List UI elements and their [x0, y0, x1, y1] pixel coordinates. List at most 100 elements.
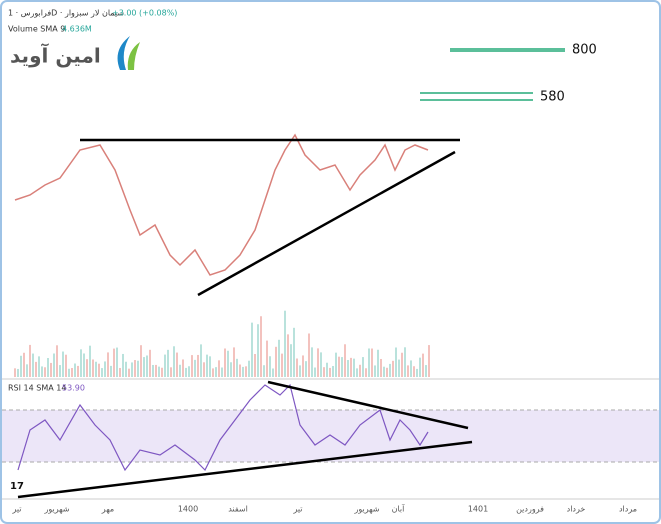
volume-bar [29, 344, 31, 377]
volume-bar [386, 367, 388, 377]
volume-bar [23, 352, 25, 377]
volume-bar [185, 367, 187, 377]
volume-bar [257, 324, 259, 377]
volume-bar [344, 344, 346, 377]
volume-bar [170, 367, 172, 377]
volume-bar [113, 348, 115, 377]
volume-bar [248, 360, 250, 377]
volume-bar [209, 356, 211, 377]
volume-bar [203, 362, 205, 377]
volume-bar [62, 351, 64, 377]
volume-bar [359, 364, 361, 377]
volume-bar [32, 353, 34, 377]
volume-bar [260, 316, 262, 377]
change: +3.00 (+0.08%) [112, 9, 177, 18]
volume-bar [296, 358, 298, 377]
volume-bar [347, 360, 349, 377]
volume-bar [77, 365, 79, 377]
volume-bar [200, 344, 202, 377]
volume-bar [389, 363, 391, 377]
volume-bar [410, 360, 412, 377]
volume-bar [158, 366, 160, 377]
volume-bar [134, 360, 136, 377]
rsi-label: RSI 14 SMA 14 [8, 384, 66, 393]
volume-bar [254, 354, 256, 377]
volume-bar [338, 356, 340, 377]
volume-bar [44, 367, 46, 377]
volume-bar [377, 349, 379, 377]
volume-bar [92, 359, 94, 377]
volume-bar [191, 355, 193, 377]
volume-bar [83, 353, 85, 377]
volume-bar [221, 367, 223, 377]
volume-bar [74, 363, 76, 377]
volume-bar [86, 359, 88, 377]
volume-bar [116, 347, 118, 377]
price-line [14, 133, 429, 276]
trendline [17, 440, 473, 499]
volume-bar [401, 352, 403, 377]
volume-bar [422, 353, 424, 377]
volume-bar [59, 365, 61, 377]
volume-bar [299, 365, 301, 377]
volume-bar [89, 345, 91, 377]
x-tick-label: 1401 [468, 505, 488, 514]
x-tick-label: آبان [392, 504, 406, 514]
volume-bar [266, 340, 268, 377]
volume-bar [350, 357, 352, 377]
volume-bar [380, 358, 382, 377]
volume-bar [413, 366, 415, 377]
volume-bar [428, 345, 430, 377]
volume-bar [290, 344, 292, 377]
x-tick-label: خرداد [567, 505, 586, 514]
volume-label: Volume SMA 9 [8, 25, 65, 34]
volume-bar [395, 347, 397, 377]
volume-bar [353, 358, 355, 377]
volume-bar [239, 364, 241, 377]
header: فرابورس · 1D · سیمان لار سبزوار +3.00 (+… [8, 9, 177, 34]
volume-bar [197, 354, 199, 377]
volume-bar [152, 364, 154, 377]
volume-bar [233, 347, 235, 377]
volume-bar [20, 355, 22, 377]
volume-bar [281, 353, 283, 377]
volume-bar [26, 364, 28, 377]
volume-bar [71, 368, 73, 377]
volume-bar [56, 345, 58, 377]
volume-bar [68, 368, 70, 377]
x-tick-label: مهر [101, 505, 114, 514]
x-tick-label: شهریور [353, 505, 379, 514]
volume-bar [137, 360, 139, 377]
x-tick-label: تیر [292, 505, 302, 514]
volume-bar [416, 368, 418, 377]
volume-bar [53, 353, 55, 377]
volume-bar [425, 365, 427, 377]
volume-bar [41, 366, 43, 377]
volume-bar [128, 368, 130, 377]
volume-bar [236, 358, 238, 377]
x-tick-label: فروردین [516, 505, 544, 514]
x-tick-label: تیر [11, 505, 21, 514]
volume-bar [98, 363, 100, 377]
volume-bar [179, 364, 181, 377]
level-label: 800 [572, 43, 597, 58]
rsi-value: 53.90 [62, 384, 85, 393]
volume-bar [269, 356, 271, 377]
volume-bar [245, 366, 247, 377]
volume-bar [47, 358, 49, 377]
logo-text: امین آوید [10, 43, 101, 68]
volume-bar [125, 361, 127, 377]
volume-bar [227, 350, 229, 377]
volume-bar [107, 352, 109, 377]
volume-bar [251, 322, 253, 377]
volume-bar [182, 359, 184, 377]
volume-bar [194, 359, 196, 377]
volume-bar [95, 361, 97, 377]
volume-bar [368, 348, 370, 377]
volume-bar [284, 310, 286, 377]
volume-bar [332, 366, 334, 377]
volume-bar [212, 368, 214, 377]
volume-bar [278, 339, 280, 377]
